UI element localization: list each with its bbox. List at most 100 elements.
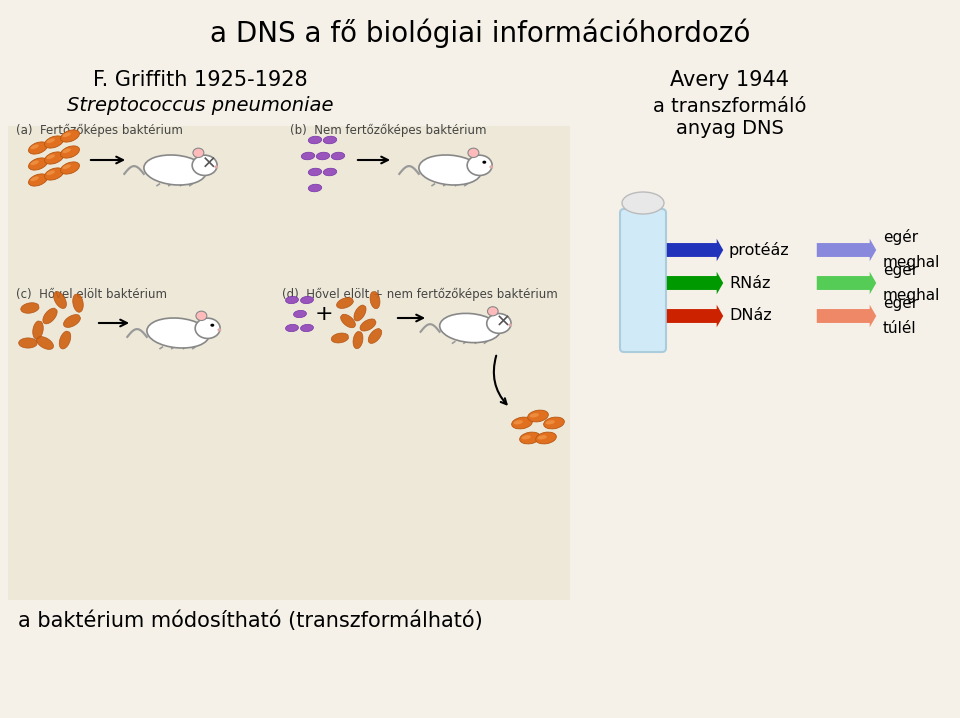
Ellipse shape [294, 310, 306, 317]
Ellipse shape [324, 136, 337, 144]
Polygon shape [54, 292, 66, 309]
Ellipse shape [192, 155, 217, 175]
Polygon shape [354, 305, 366, 321]
Ellipse shape [308, 136, 322, 144]
Polygon shape [36, 337, 54, 350]
Text: (b)  Nem fertőzőképes baktérium: (b) Nem fertőzőképes baktérium [290, 124, 487, 137]
Ellipse shape [308, 168, 322, 176]
Polygon shape [60, 331, 71, 349]
Text: Streptococcus pneumoniae: Streptococcus pneumoniae [67, 96, 333, 115]
Ellipse shape [46, 154, 55, 159]
Ellipse shape [482, 161, 487, 164]
Ellipse shape [31, 144, 38, 149]
FancyBboxPatch shape [625, 251, 661, 345]
Polygon shape [18, 338, 36, 348]
Text: +: + [315, 304, 333, 324]
Polygon shape [370, 292, 380, 309]
Polygon shape [341, 314, 355, 327]
Ellipse shape [214, 165, 218, 169]
Text: (a)  Fertőzőképes baktérium: (a) Fertőzőképes baktérium [16, 124, 182, 137]
Ellipse shape [62, 132, 71, 137]
Ellipse shape [285, 325, 299, 332]
Ellipse shape [490, 165, 493, 169]
Text: protéáz: protéáz [729, 242, 790, 258]
Polygon shape [33, 321, 43, 339]
Ellipse shape [536, 432, 557, 444]
FancyBboxPatch shape [8, 126, 570, 600]
Polygon shape [63, 314, 81, 327]
Polygon shape [43, 308, 58, 324]
Polygon shape [353, 332, 363, 349]
Ellipse shape [514, 420, 523, 424]
Ellipse shape [487, 314, 511, 333]
Ellipse shape [545, 420, 555, 424]
Ellipse shape [300, 297, 314, 304]
Ellipse shape [210, 324, 214, 327]
Ellipse shape [44, 168, 63, 180]
Ellipse shape [468, 148, 479, 157]
Ellipse shape [144, 155, 206, 185]
Polygon shape [331, 333, 348, 343]
Text: egér: egér [883, 229, 918, 245]
Ellipse shape [543, 417, 564, 429]
Polygon shape [369, 329, 382, 343]
Ellipse shape [468, 155, 492, 175]
Polygon shape [21, 303, 39, 313]
Ellipse shape [301, 152, 315, 160]
Text: F. Griffith 1925-1928: F. Griffith 1925-1928 [93, 70, 307, 90]
Ellipse shape [193, 148, 204, 157]
Ellipse shape [46, 139, 55, 143]
Ellipse shape [217, 328, 222, 332]
Ellipse shape [530, 414, 539, 417]
Ellipse shape [509, 323, 513, 327]
Text: a baktérium módosítható (transzformálható): a baktérium módosítható (transzformálhat… [18, 610, 483, 630]
Ellipse shape [488, 307, 498, 316]
Text: Avery 1944: Avery 1944 [670, 70, 789, 90]
Ellipse shape [60, 162, 80, 174]
Polygon shape [337, 297, 353, 309]
Ellipse shape [512, 417, 533, 429]
Ellipse shape [316, 152, 329, 160]
Ellipse shape [195, 318, 220, 338]
Text: (d)  Hővel elölt + nem fertőzőképes baktérium: (d) Hővel elölt + nem fertőzőképes bakté… [282, 288, 558, 301]
Ellipse shape [419, 155, 481, 185]
Ellipse shape [147, 318, 209, 348]
Polygon shape [360, 319, 376, 331]
Polygon shape [73, 294, 84, 312]
Ellipse shape [331, 152, 345, 160]
Ellipse shape [521, 435, 531, 439]
Text: a DNS a fő biológiai információhordozó: a DNS a fő biológiai információhordozó [210, 18, 750, 47]
Ellipse shape [62, 149, 71, 153]
Text: a transzformáló
anyag DNS: a transzformáló anyag DNS [653, 97, 806, 138]
Ellipse shape [300, 325, 314, 332]
Ellipse shape [60, 130, 80, 142]
Text: DNáz: DNáz [729, 309, 772, 324]
Text: meghal: meghal [883, 255, 941, 270]
Ellipse shape [324, 168, 337, 176]
Ellipse shape [46, 170, 55, 175]
FancyBboxPatch shape [620, 209, 666, 352]
Ellipse shape [60, 146, 80, 158]
Text: túlél: túlél [883, 321, 917, 336]
Ellipse shape [29, 174, 47, 186]
Ellipse shape [29, 142, 47, 154]
Text: egér: egér [883, 262, 918, 278]
Text: (c)  Hővel elölt baktérium: (c) Hővel elölt baktérium [16, 288, 167, 301]
Ellipse shape [31, 160, 38, 165]
Text: RNáz: RNáz [729, 276, 771, 291]
Text: egér: egér [883, 295, 918, 311]
Ellipse shape [196, 311, 206, 320]
Ellipse shape [440, 313, 500, 342]
Ellipse shape [31, 177, 38, 181]
Ellipse shape [29, 158, 47, 170]
Ellipse shape [519, 432, 540, 444]
Ellipse shape [528, 410, 548, 422]
Text: meghal: meghal [883, 288, 941, 303]
Ellipse shape [62, 164, 71, 169]
Ellipse shape [44, 136, 63, 148]
Ellipse shape [622, 192, 664, 214]
Ellipse shape [44, 152, 63, 164]
Ellipse shape [285, 297, 299, 304]
Ellipse shape [538, 435, 547, 439]
Ellipse shape [308, 185, 322, 192]
